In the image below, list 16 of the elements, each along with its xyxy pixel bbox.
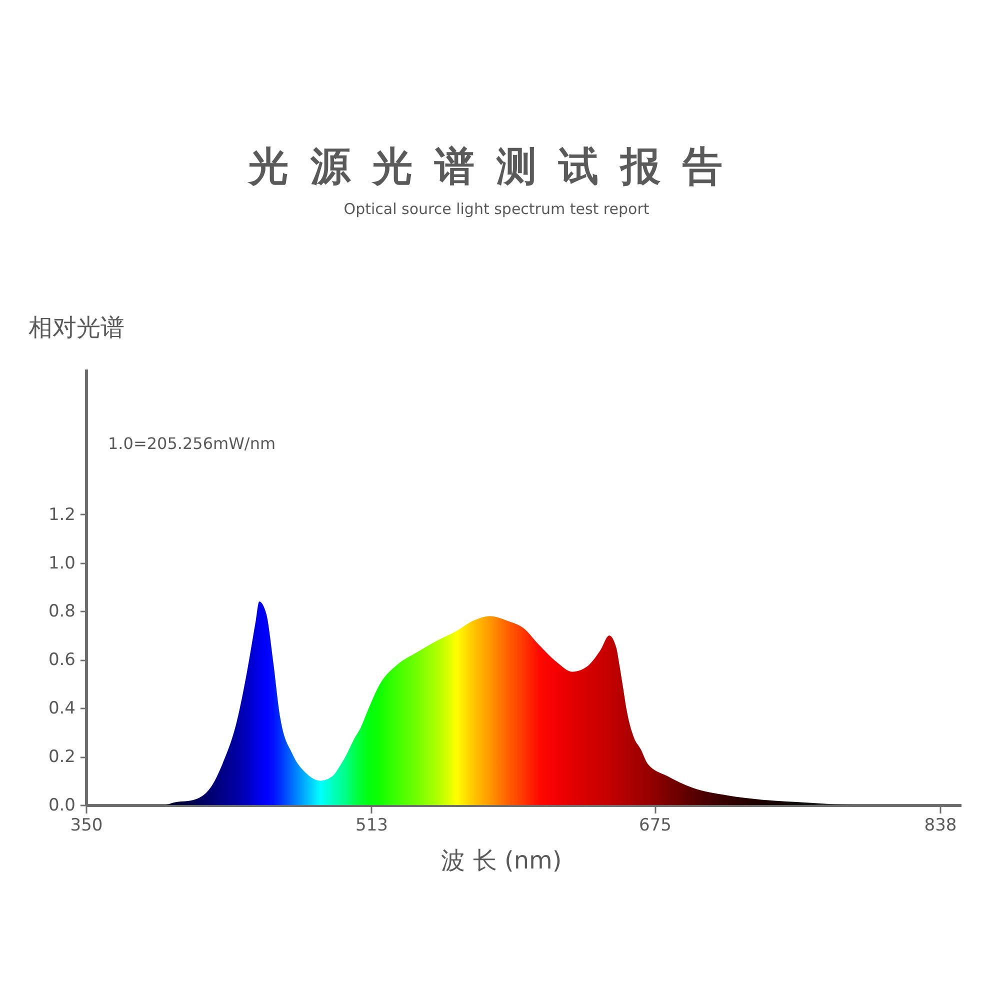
y-tick-label: 0.0 xyxy=(48,796,76,816)
y-tick-label: 1.0 xyxy=(48,553,76,574)
x-axis-title: 波 长 (nm) xyxy=(441,846,562,874)
x-tick-label: 838 xyxy=(924,816,957,836)
annotation: 1.0=205.256mW/nm xyxy=(108,434,276,453)
x-tick-label: 350 xyxy=(70,816,103,836)
y-tick-label: 0.4 xyxy=(48,698,76,719)
y-tick-label: 0.6 xyxy=(48,650,76,670)
y-tick-label: 1.2 xyxy=(48,504,76,525)
y-tick-label: 0.8 xyxy=(48,602,76,622)
chart-subtitle: Optical source light spectrum test report xyxy=(344,200,650,218)
y-axis-title: 相对光谱 xyxy=(28,314,124,342)
y-tick-label: 0.2 xyxy=(48,747,76,768)
chart-title: 光源光谱测试报告 xyxy=(246,144,744,190)
x-tick-label: 675 xyxy=(639,816,672,836)
x-tick-label: 513 xyxy=(356,816,388,836)
